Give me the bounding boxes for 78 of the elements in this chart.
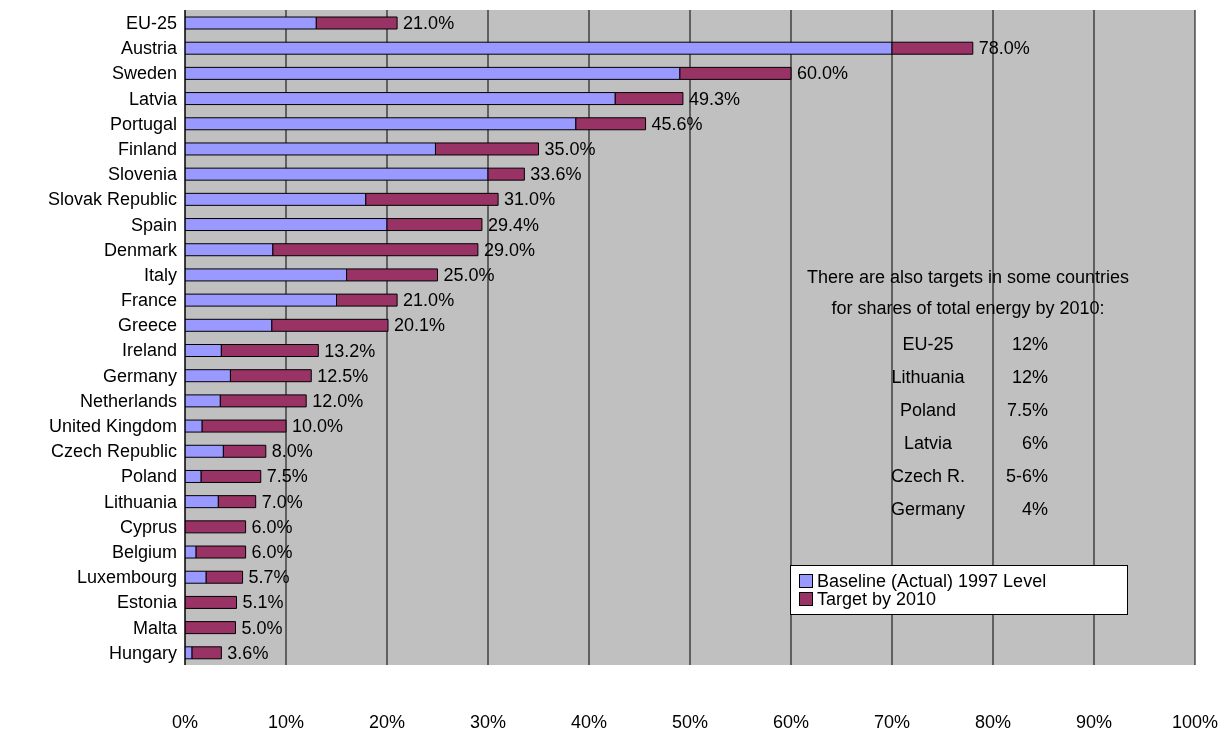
x-tick-label: 70% bbox=[873, 711, 911, 732]
y-tick-label: Greece bbox=[117, 315, 177, 336]
y-tick-label: Netherlands bbox=[79, 390, 177, 411]
total-label: 21.0% bbox=[403, 290, 455, 311]
legend-label: Baseline (Actual) 1997 Level bbox=[817, 571, 1047, 591]
annotation: 7.5% bbox=[1005, 399, 1049, 422]
y-tick-label: Czech Republic bbox=[50, 441, 177, 462]
x-tick-label: 0% bbox=[171, 711, 199, 732]
x-tick-label: 90% bbox=[1075, 711, 1113, 732]
x-tick-label: 10% bbox=[267, 711, 305, 732]
annotation: Latvia bbox=[902, 432, 953, 455]
y-tick-label: Cyprus bbox=[119, 516, 177, 537]
y-tick-label: Ireland bbox=[121, 340, 177, 361]
y-tick-label: Austria bbox=[120, 38, 178, 59]
y-tick-label: Slovenia bbox=[107, 164, 178, 185]
total-label: 7.5% bbox=[266, 466, 308, 487]
annotation: EU-25 bbox=[901, 333, 955, 356]
annotation: for shares of total energy by 2010: bbox=[830, 297, 1106, 320]
y-tick-label: Finland bbox=[117, 138, 177, 159]
y-tick-label: Malta bbox=[132, 617, 178, 638]
y-tick-label: Hungary bbox=[108, 642, 177, 663]
y-tick-label: EU-25 bbox=[125, 12, 177, 33]
y-tick-label: Latvia bbox=[128, 88, 178, 109]
annotation: 5-6% bbox=[1004, 465, 1049, 488]
y-tick-label: Belgium bbox=[111, 542, 177, 563]
annotation: Czech R. bbox=[890, 465, 966, 488]
total-label: 12.0% bbox=[312, 390, 364, 411]
total-label: 12.5% bbox=[317, 365, 369, 386]
annotation: 6% bbox=[1021, 432, 1049, 455]
y-tick-label: France bbox=[120, 290, 177, 311]
total-label: 29.4% bbox=[487, 214, 539, 235]
total-label: 13.2% bbox=[324, 340, 376, 361]
annotation: There are also targets in some countries bbox=[805, 266, 1131, 289]
total-label: 3.6% bbox=[227, 642, 269, 663]
y-tick-label: Denmark bbox=[103, 239, 178, 260]
annotation: 4% bbox=[1021, 498, 1049, 521]
x-tick-label: 40% bbox=[570, 711, 608, 732]
total-label: 10.0% bbox=[292, 416, 344, 437]
total-label: 6.0% bbox=[251, 542, 293, 563]
y-tick-label: Sweden bbox=[111, 63, 177, 84]
total-label: 45.6% bbox=[651, 113, 703, 134]
total-label: 7.0% bbox=[261, 491, 303, 512]
x-tick-label: 50% bbox=[671, 711, 709, 732]
x-tick-label: 80% bbox=[974, 711, 1012, 732]
x-tick-label: 30% bbox=[469, 711, 507, 732]
y-tick-label: Estonia bbox=[116, 592, 178, 613]
annotation: Lithuania bbox=[890, 366, 966, 389]
y-tick-label: United Kingdom bbox=[48, 416, 177, 437]
total-label: 35.0% bbox=[544, 138, 596, 159]
annotation: 12% bbox=[1010, 333, 1049, 356]
total-label: 60.0% bbox=[797, 63, 849, 84]
total-label: 6.0% bbox=[251, 516, 293, 537]
annotation: 12% bbox=[1010, 366, 1049, 389]
annotation: Germany bbox=[890, 498, 966, 521]
total-label: 21.0% bbox=[403, 13, 455, 33]
y-tick-label: Spain bbox=[130, 214, 177, 235]
y-tick-label: Luxembourg bbox=[76, 567, 177, 588]
y-tick-label: Poland bbox=[120, 466, 177, 487]
total-label: 5.1% bbox=[242, 592, 284, 613]
total-label: 8.0% bbox=[271, 441, 313, 462]
total-label: 33.6% bbox=[530, 164, 582, 185]
total-label: 78.0% bbox=[978, 38, 1030, 59]
y-tick-label: Lithuania bbox=[103, 491, 178, 512]
y-tick-label: Italy bbox=[143, 264, 177, 285]
total-label: 31.0% bbox=[504, 189, 556, 210]
y-tick-label: Portugal bbox=[109, 113, 177, 134]
total-label: 20.1% bbox=[394, 315, 446, 336]
total-label: 29.0% bbox=[483, 239, 535, 260]
annotation: Poland bbox=[898, 399, 958, 422]
total-label: 5.0% bbox=[241, 617, 283, 638]
y-tick-label: Slovak Republic bbox=[47, 189, 177, 210]
total-label: 25.0% bbox=[443, 264, 495, 285]
total-label: 49.3% bbox=[688, 88, 740, 109]
x-tick-label: 20% bbox=[368, 711, 406, 732]
total-label: 5.7% bbox=[248, 567, 290, 588]
y-tick-label: Germany bbox=[102, 365, 177, 386]
x-tick-label: 60% bbox=[772, 711, 810, 732]
x-tick-label: 100% bbox=[1171, 711, 1218, 732]
